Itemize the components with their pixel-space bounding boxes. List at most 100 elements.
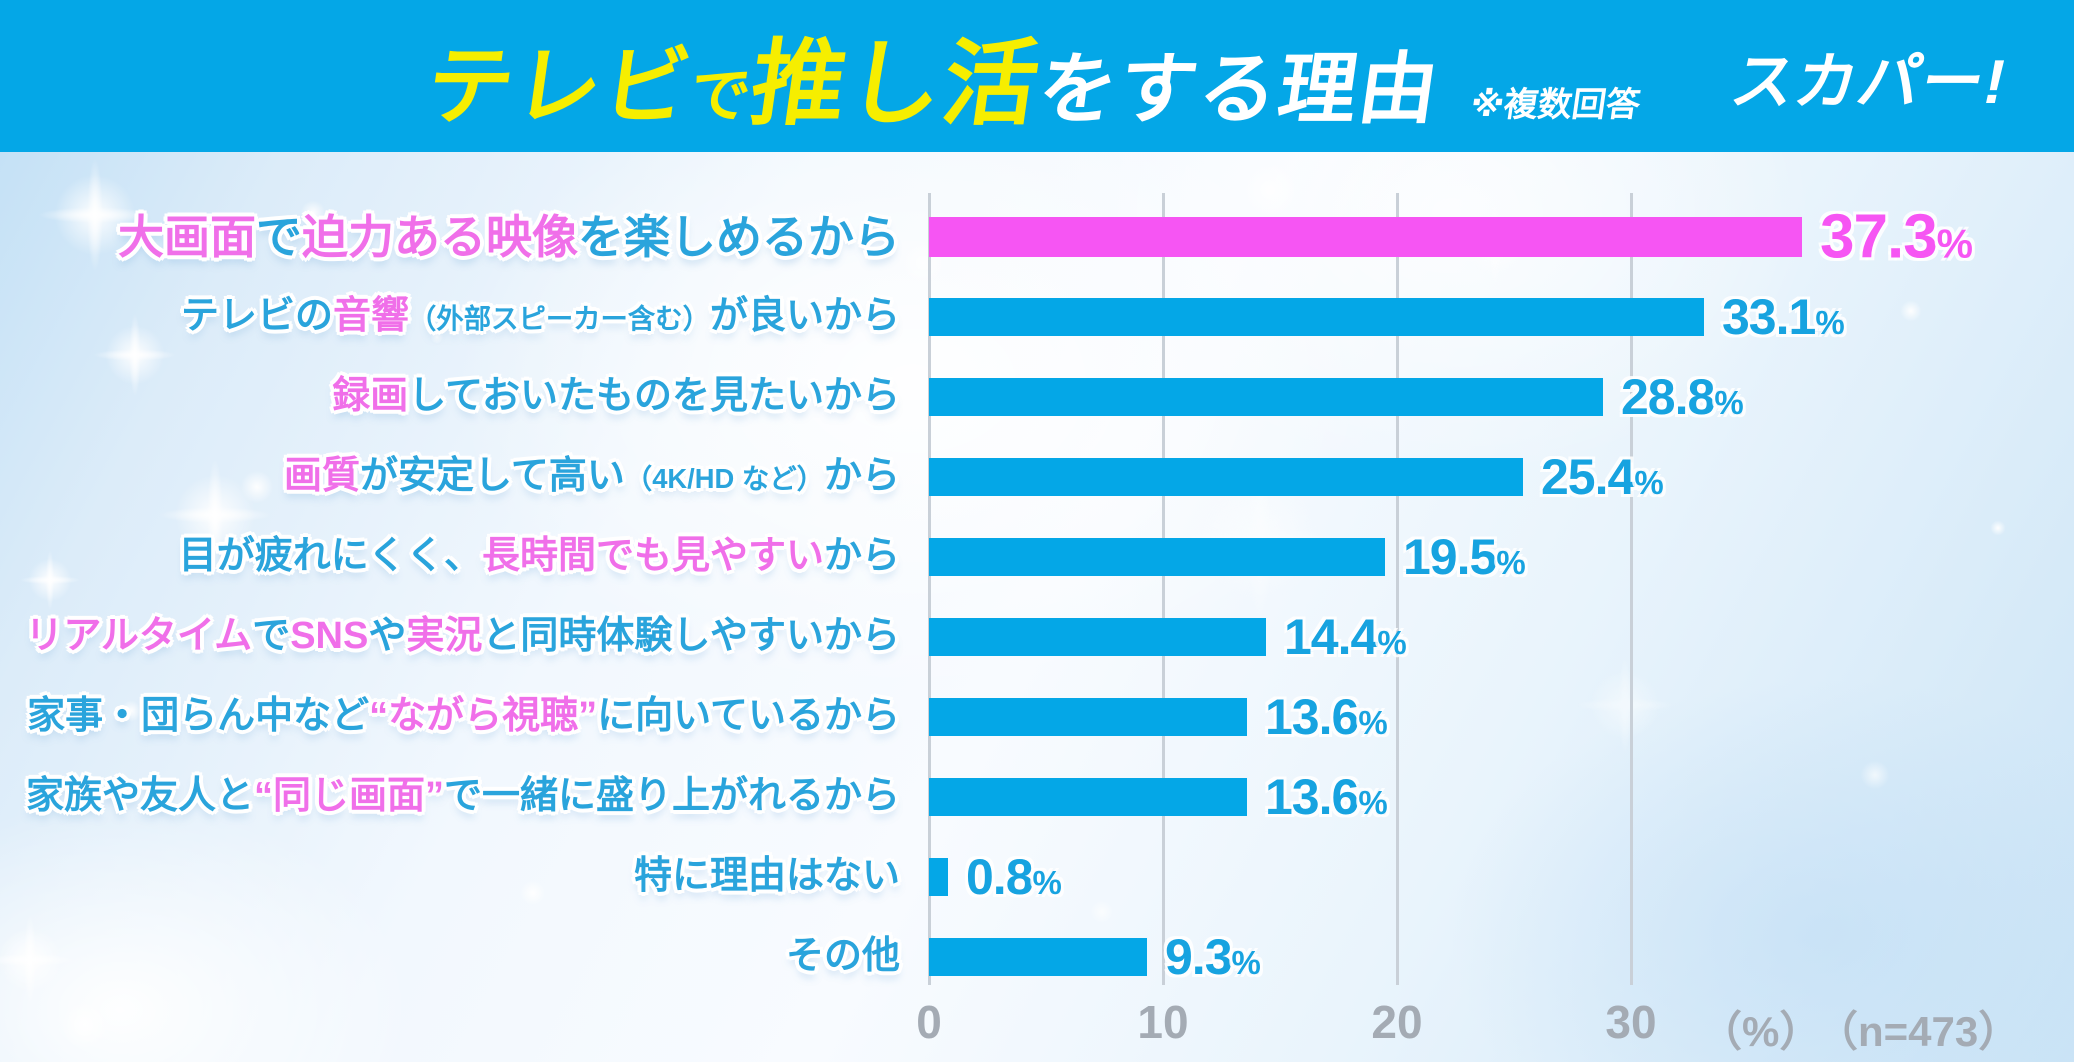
percent-sign: % bbox=[1714, 384, 1743, 421]
category-label-text: で bbox=[256, 210, 302, 263]
axis-tick-label: 10 bbox=[1137, 996, 1189, 1048]
category-label-text: テレビの bbox=[180, 295, 333, 338]
value-number: 13.6 bbox=[1265, 769, 1359, 825]
category-label-text: （4K/HD など） bbox=[624, 463, 824, 495]
category-label: 特に理由はない bbox=[0, 855, 900, 898]
bokeh-dot-icon bbox=[1860, 760, 1890, 790]
percent-sign: % bbox=[1634, 464, 1663, 501]
gridline bbox=[1629, 193, 1633, 985]
value-label: 13.6% bbox=[1265, 768, 1388, 826]
percent-sign: % bbox=[1231, 944, 1261, 981]
category-label: 画質が安定して高い（4K/HD など）から bbox=[0, 455, 900, 498]
bar bbox=[929, 538, 1385, 576]
gridline bbox=[927, 193, 931, 985]
value-number: 33.1 bbox=[1722, 289, 1816, 345]
category-label-text: を楽しめるから bbox=[578, 210, 900, 263]
value-label: 0.8% bbox=[966, 848, 1062, 906]
value-number: 28.8 bbox=[1621, 369, 1715, 425]
gridline bbox=[1395, 193, 1399, 985]
bar bbox=[929, 378, 1603, 416]
axis-tick-label: 0 bbox=[916, 996, 942, 1048]
bokeh-dot-icon bbox=[1090, 900, 1114, 924]
category-label-highlight: “ながら視聴” bbox=[369, 695, 598, 738]
sparkle-star-icon bbox=[1560, 640, 1690, 770]
axis-tick-label: 30 bbox=[1605, 996, 1657, 1048]
category-label: 大画面で迫力ある映像を楽しめるから bbox=[0, 213, 900, 261]
value-number: 9.3 bbox=[1165, 929, 1233, 985]
category-label-highlight: 画質 bbox=[283, 455, 360, 498]
value-label: 9.3% bbox=[1165, 928, 1261, 986]
bar bbox=[929, 698, 1247, 736]
category-label-text: （外部スピーカー含む） bbox=[409, 303, 710, 335]
bokeh-dot-icon bbox=[1990, 520, 2006, 536]
value-number: 14.4 bbox=[1284, 609, 1378, 665]
category-label-text: と同時体験しやすいから bbox=[482, 615, 900, 658]
value-label: 13.6% bbox=[1265, 688, 1388, 746]
value-label: 19.5% bbox=[1403, 528, 1526, 586]
value-label: 37.3% bbox=[1820, 202, 1973, 273]
title-rest: をする理由 bbox=[1033, 45, 1446, 133]
category-label-text: や bbox=[368, 615, 407, 658]
bar bbox=[929, 778, 1247, 816]
header-band: テレビで推し活 をする理由 ※複数回答 スカパー! bbox=[0, 0, 2074, 152]
percent-sign: % bbox=[1358, 784, 1387, 821]
bar bbox=[929, 298, 1704, 336]
percent-sign: % bbox=[1377, 624, 1406, 661]
category-label-text: 目が疲れにくく、 bbox=[178, 535, 482, 578]
category-label: リアルタイムでSNSや実況と同時体験しやすいから bbox=[0, 615, 900, 658]
category-label-highlight: 大画面 bbox=[118, 210, 256, 263]
bokeh-dot-icon bbox=[1900, 300, 1922, 322]
value-label: 14.4% bbox=[1284, 608, 1407, 666]
bar bbox=[929, 458, 1523, 496]
category-label-highlight: 長時間でも見やすい bbox=[481, 535, 824, 578]
value-number: 0.8 bbox=[966, 849, 1034, 905]
category-label-highlight: リアルタイム bbox=[25, 615, 253, 658]
value-number: 13.6 bbox=[1265, 689, 1359, 745]
multiple-answer-note: ※複数回答 bbox=[1468, 86, 1644, 124]
category-label-text: が安定して高い bbox=[359, 455, 625, 498]
sample-size-label: （n=473） bbox=[1816, 1008, 2021, 1055]
percent-sign: % bbox=[1936, 220, 1973, 267]
percent-sign: % bbox=[1032, 864, 1062, 901]
category-label-text: から bbox=[823, 455, 900, 498]
category-label-text: で一緒に盛り上がれるから bbox=[443, 775, 900, 818]
value-number: 37.3 bbox=[1820, 202, 1938, 272]
bokeh-dot-icon bbox=[1240, 160, 1300, 220]
category-label: 家族や友人と“同じ画面”で一緒に盛り上がれるから bbox=[0, 775, 900, 818]
category-label-highlight: 実況 bbox=[406, 615, 483, 658]
percent-sign: % bbox=[1496, 544, 1525, 581]
category-label: その他 bbox=[0, 936, 900, 977]
category-label-text: しておいたものを見たいから bbox=[408, 375, 900, 418]
value-number: 25.4 bbox=[1541, 449, 1635, 505]
category-label-highlight: “同じ画面” bbox=[253, 775, 444, 818]
bar bbox=[929, 938, 1147, 976]
gridline bbox=[1161, 193, 1165, 985]
bokeh-dot-icon bbox=[60, 1000, 110, 1050]
category-label: 録画しておいたものを見たいから bbox=[0, 375, 900, 418]
brand-logo: スカパー! bbox=[1725, 48, 2014, 117]
category-label-text: 特に理由はない bbox=[633, 855, 900, 898]
bar bbox=[929, 858, 948, 896]
category-label: 目が疲れにくく、長時間でも見やすいから bbox=[0, 535, 900, 578]
category-label-highlight: 音響 bbox=[333, 295, 410, 338]
bar bbox=[929, 217, 1802, 257]
percent-unit-label: （%） bbox=[1700, 1008, 1822, 1055]
category-label: テレビの音響（外部スピーカー含む）が良いから bbox=[0, 295, 900, 338]
category-label-highlight: 迫力ある映像 bbox=[302, 210, 578, 263]
value-label: 33.1% bbox=[1722, 288, 1845, 346]
category-label: 家事・団らん中など“ながら視聴”に向いているから bbox=[0, 695, 900, 738]
value-label: 25.4% bbox=[1541, 448, 1664, 506]
value-label: 28.8% bbox=[1621, 368, 1744, 426]
title-highlight-tv: テレビ bbox=[421, 39, 699, 135]
bar bbox=[929, 618, 1266, 656]
category-label-text: から bbox=[823, 535, 900, 578]
category-label-text: が良いから bbox=[709, 295, 900, 338]
axis-tick-label: 20 bbox=[1371, 996, 1423, 1048]
value-number: 19.5 bbox=[1403, 529, 1497, 585]
percent-sign: % bbox=[1358, 704, 1387, 741]
category-label-highlight: SNS bbox=[290, 615, 369, 658]
category-label-text: 家族や友人と bbox=[25, 775, 254, 818]
category-label-text: で bbox=[252, 615, 291, 658]
page-title: テレビで推し活 をする理由 ※複数回答 bbox=[420, 8, 1654, 144]
